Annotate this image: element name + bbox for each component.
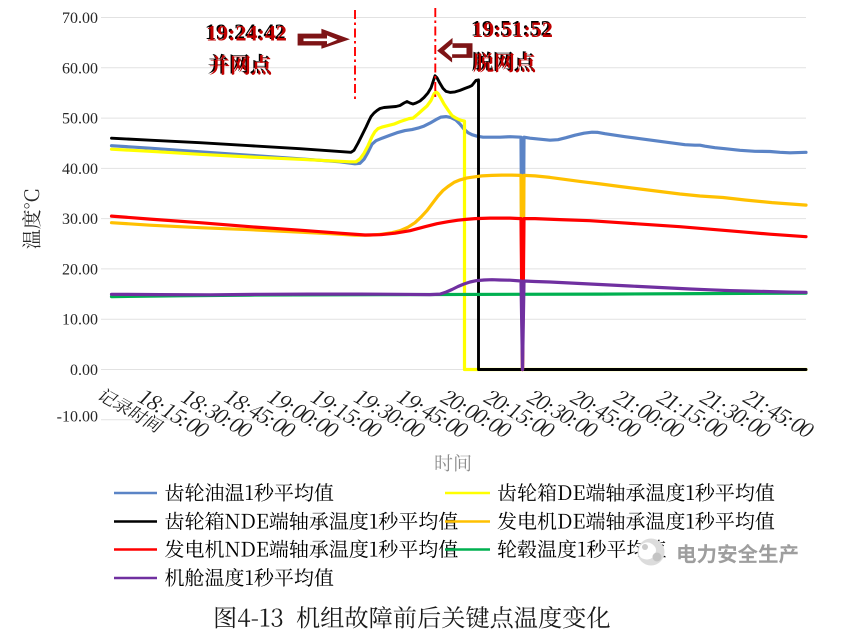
svg-text:10.00: 10.00 [62,312,98,329]
svg-text:40.00: 40.00 [62,161,98,178]
svg-text:19:24:42: 19:24:42 [205,19,286,44]
svg-text:20.00: 20.00 [62,261,98,278]
svg-text:19:51:52: 19:51:52 [471,16,552,41]
svg-text:60.00: 60.00 [62,60,98,77]
svg-text:19:24:42: 19:24:42 [206,21,287,46]
svg-text:30.00: 30.00 [62,211,98,228]
svg-text:0.00: 0.00 [70,362,98,379]
svg-text:50.00: 50.00 [62,111,98,128]
svg-text:70.00: 70.00 [62,10,98,27]
svg-text:19:51:52: 19:51:52 [472,17,553,42]
svg-text:-10.00: -10.00 [57,409,98,426]
